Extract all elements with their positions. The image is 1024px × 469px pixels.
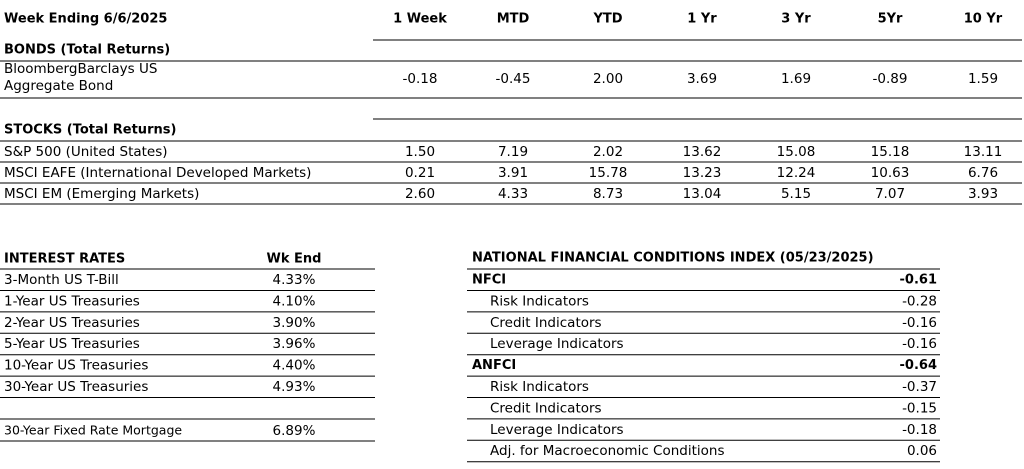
row-label: 1-Year US Treasuries — [4, 293, 140, 309]
cell-value: 15.08 — [777, 144, 816, 160]
cell-value: -0.18 — [902, 422, 937, 438]
row-label: MSCI EM (Emerging Markets) — [4, 186, 199, 202]
cell-value: -0.16 — [902, 315, 937, 331]
cell-value: 4.10% — [273, 293, 316, 309]
cell-value: 10.63 — [871, 165, 910, 181]
cell-value: 2.00 — [593, 71, 623, 87]
cell-value: 0.06 — [907, 443, 937, 459]
table-title: Week Ending 6/6/2025 — [4, 12, 167, 27]
column-header: 5Yr — [878, 12, 903, 27]
cell-value: 4.33 — [498, 186, 528, 202]
rules — [0, 39, 1022, 442]
cell-value: 13.62 — [683, 144, 722, 160]
cell-value: -0.89 — [873, 71, 908, 87]
cell-value: -0.45 — [496, 71, 531, 87]
row-label: MSCI EAFE (International Developed Marke… — [4, 165, 311, 181]
row-label: 30-Year US Treasuries — [4, 379, 148, 395]
row-label: 10-Year US Treasuries — [4, 358, 148, 374]
column-header: MTD — [497, 12, 530, 27]
column-header: 3 Yr — [781, 12, 811, 27]
group-value: -0.64 — [900, 358, 937, 373]
cell-value: 7.07 — [875, 186, 905, 202]
cell-value: 3.96% — [273, 336, 316, 352]
cell-value: -0.37 — [902, 379, 937, 395]
row-label: Risk Indicators — [490, 293, 589, 309]
cell-value: 3.93 — [968, 186, 998, 202]
group-label: NFCI — [472, 273, 506, 288]
section-title: STOCKS (Total Returns) — [4, 123, 176, 138]
cell-value: 2.02 — [593, 144, 623, 160]
cell-value: 6.89% — [273, 423, 316, 439]
cell-value: 3.90% — [273, 315, 316, 331]
row-label: Risk Indicators — [490, 379, 589, 395]
row-label: 3-Month US T-Bill — [4, 272, 119, 288]
row-label: Leverage Indicators — [490, 422, 624, 438]
column-header: YTD — [592, 12, 622, 27]
cell-value: 5.15 — [781, 186, 811, 202]
column-header: 10 Yr — [964, 12, 1003, 27]
row-label: S&P 500 (United States) — [4, 144, 168, 160]
cell-value: 4.93% — [273, 379, 316, 395]
cell-value: 15.18 — [871, 144, 910, 160]
cell-value: 1.50 — [405, 144, 435, 160]
group-label: ANFCI — [472, 358, 516, 373]
cell-value: 3.91 — [498, 165, 528, 181]
row-label: 30-Year Fixed Rate Mortgage — [4, 423, 182, 438]
cell-value: 12.24 — [777, 165, 816, 181]
row-label: BloombergBarclays US — [4, 61, 157, 77]
cell-value: 13.04 — [683, 186, 722, 202]
cell-value: 1.69 — [781, 71, 811, 87]
section-title: NATIONAL FINANCIAL CONDITIONS INDEX (05/… — [472, 251, 874, 266]
cell-value: -0.18 — [403, 71, 438, 87]
cell-value: 3.69 — [687, 71, 717, 87]
column-header: 1 Yr — [687, 12, 717, 27]
row-label: 5-Year US Treasuries — [4, 336, 140, 352]
column-header: 1 Week — [393, 12, 447, 27]
column-header: Wk End — [267, 252, 322, 267]
row-label: 2-Year US Treasuries — [4, 315, 140, 331]
row-label: Adj. for Macroeconomic Conditions — [490, 443, 724, 459]
row-label: Credit Indicators — [490, 315, 602, 331]
cell-value: 15.78 — [589, 165, 628, 181]
cell-value: 7.19 — [498, 144, 528, 160]
cell-value: 1.59 — [968, 71, 998, 87]
cell-value: 4.33% — [273, 272, 316, 288]
row-label: Credit Indicators — [490, 400, 602, 416]
row-label: Aggregate Bond — [4, 78, 113, 94]
row-label: Leverage Indicators — [490, 336, 624, 352]
section-title: BONDS (Total Returns) — [4, 43, 170, 58]
cell-value: 4.40% — [273, 358, 316, 374]
section-title: INTEREST RATES — [4, 252, 125, 267]
cell-value: 2.60 — [405, 186, 435, 202]
group-value: -0.61 — [900, 273, 937, 288]
cell-value: -0.16 — [902, 336, 937, 352]
cell-value: -0.28 — [902, 293, 937, 309]
cell-value: -0.15 — [902, 400, 937, 416]
cell-value: 6.76 — [968, 165, 998, 181]
cell-value: 13.23 — [683, 165, 722, 181]
cell-value: 13.11 — [964, 144, 1003, 160]
cell-value: 0.21 — [405, 165, 435, 181]
cell-value: 8.73 — [593, 186, 623, 202]
